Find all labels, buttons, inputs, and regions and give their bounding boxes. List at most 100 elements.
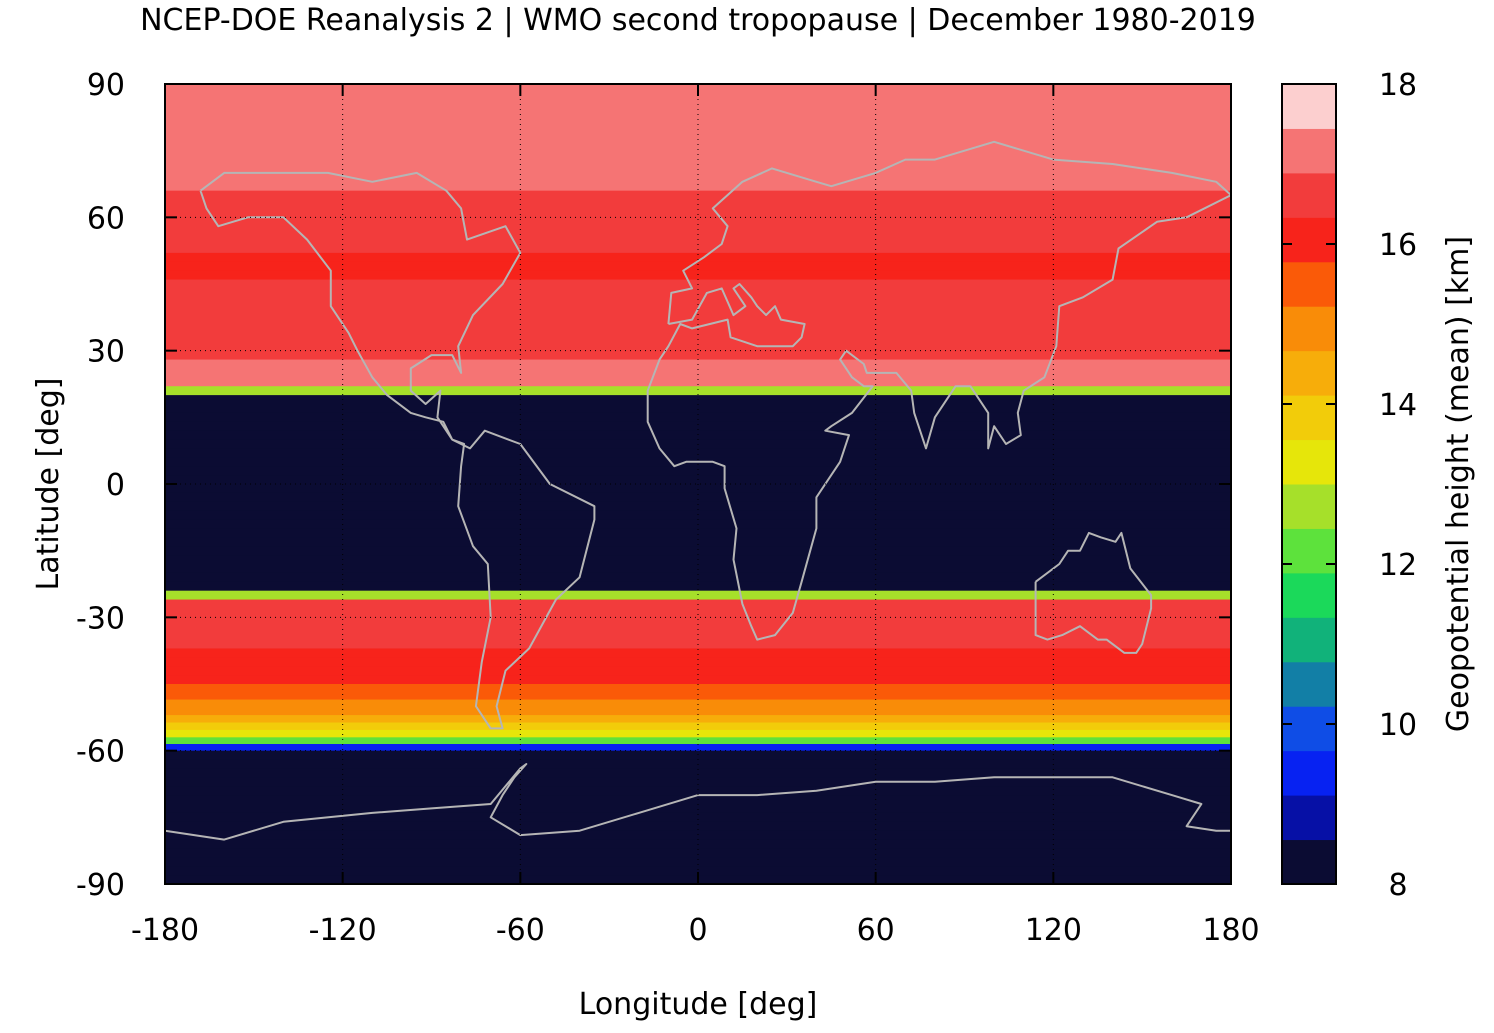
coastline <box>646 140 1232 641</box>
heatmap-cell <box>165 812 1231 823</box>
heatmap-cell <box>165 110 1231 121</box>
heatmap-cell <box>165 699 1231 708</box>
y-tick-label: -90 <box>76 868 125 903</box>
heatmap-cell <box>165 691 1231 701</box>
heatmap-cell <box>165 599 1231 609</box>
heatmap-cell <box>165 164 1231 174</box>
heatmap-cell <box>165 804 1231 814</box>
colorbar-swatch <box>1282 350 1336 396</box>
colorbar-swatch <box>1282 484 1336 529</box>
colorbar-swatch <box>1282 795 1336 841</box>
heatmap-cell <box>165 252 1231 263</box>
heatmap-cell <box>165 181 1231 192</box>
heatmap-cell <box>165 412 1231 423</box>
colorbar-swatch <box>1282 306 1336 352</box>
heatmap-cell <box>165 777 1231 787</box>
heatmap-cell <box>165 288 1231 298</box>
heatmap-cell <box>165 607 1231 617</box>
y-axis-label: Latitude [deg] <box>31 378 66 591</box>
heatmap-cell <box>165 631 1231 641</box>
heatmap-cell <box>165 722 1231 731</box>
heatmap-cell <box>165 848 1231 858</box>
heatmap-cell <box>165 729 1231 738</box>
colorbar-swatch <box>1282 839 1336 885</box>
colorbar-frame <box>1281 83 1337 885</box>
y-tick-label: 60 <box>87 201 125 236</box>
heatmap-cell <box>165 750 1231 761</box>
heatmap-cell <box>165 737 1231 745</box>
x-tick-label: 180 <box>1202 913 1259 948</box>
heatmap-cell <box>165 572 1231 583</box>
heatmap-cell <box>165 208 1231 218</box>
colorbar-swatch <box>1282 528 1336 574</box>
x-axis-ticks: -180 -120 -60 0 60 120 180 <box>131 84 1260 948</box>
heatmap-cell <box>165 564 1231 574</box>
chart-title: NCEP-DOE Reanalysis 2 | WMO second tropo… <box>140 3 1256 38</box>
x-axis-label: Longitude [deg] <box>579 987 818 1022</box>
colorbar-tick-label: 16 <box>1379 228 1417 263</box>
colorbar-swatch <box>1282 84 1336 129</box>
heatmap-cell <box>165 324 1231 334</box>
colorbar-tick-label: 8 <box>1388 868 1407 903</box>
y-tick-label: 30 <box>87 335 125 370</box>
colorbar-swatch <box>1282 439 1336 485</box>
heatmap-cell <box>165 217 1231 227</box>
colorbar-tick-label: 18 <box>1379 68 1417 103</box>
colorbar-swatch <box>1282 572 1336 618</box>
colorbar-tick-label: 10 <box>1379 708 1417 743</box>
coastline <box>1034 531 1153 654</box>
colorbar-swatch <box>1282 217 1336 263</box>
colorbar-swatch <box>1282 261 1336 307</box>
heatmap-cell <box>165 244 1231 254</box>
heatmap-cell <box>165 821 1231 832</box>
heatmap-cell <box>165 510 1231 521</box>
heatmap-cell <box>165 537 1231 547</box>
heatmap-cell <box>165 368 1231 378</box>
heatmap-cell <box>165 684 1231 693</box>
heatmap-cell <box>165 528 1231 538</box>
map-overlay <box>164 140 1232 841</box>
x-tick-label: 0 <box>688 913 707 948</box>
y-tick-label: -60 <box>76 735 125 770</box>
coastline <box>164 763 1231 841</box>
y-axis-ticks: -90 -60 -30 0 30 60 90 <box>76 68 1231 903</box>
heatmap-cell <box>165 581 1231 592</box>
heatmap-cell <box>165 341 1231 352</box>
y-tick-label: 0 <box>106 468 125 503</box>
heatmap-cell <box>165 421 1231 432</box>
y-tick-label: -30 <box>76 601 125 636</box>
heatmap-cell <box>165 768 1231 778</box>
heatmap-cell <box>165 657 1231 667</box>
x-tick-label: -180 <box>131 913 199 948</box>
colorbar-swatch <box>1282 750 1336 796</box>
colorbar-tick-label: 12 <box>1379 548 1417 583</box>
x-tick-label: 120 <box>1025 913 1082 948</box>
heatmap-cell <box>165 744 1231 752</box>
heatmap-cell <box>165 648 1231 658</box>
heatmap-cell <box>165 484 1231 494</box>
heatmap-cell <box>165 226 1231 236</box>
heatmap-cell <box>165 297 1231 307</box>
heatmap-cell <box>165 350 1231 361</box>
heatmap-cell <box>165 190 1231 201</box>
colorbar-swatch <box>1282 128 1336 174</box>
heatmap-cell <box>165 128 1231 138</box>
heatmap-cell <box>165 386 1231 396</box>
heatmap-cell <box>165 666 1231 676</box>
heatmap-cell <box>165 786 1231 796</box>
heatmap-cell <box>165 448 1231 458</box>
colorbar-swatch <box>1282 617 1336 663</box>
heatmap-cell <box>165 430 1231 441</box>
x-tick-label: -60 <box>496 913 545 948</box>
heatmap-cell <box>165 172 1231 183</box>
heatmap-cell <box>165 270 1231 281</box>
heatmap-cell <box>165 377 1231 387</box>
heatmap-cell <box>165 332 1231 343</box>
heatmap-cell <box>165 857 1231 867</box>
colorbar-swatch <box>1282 172 1336 218</box>
heatmap-cell <box>165 137 1231 147</box>
colorbar <box>1282 84 1336 885</box>
heatmap-cell <box>165 546 1231 556</box>
heatmap-cell <box>165 261 1231 272</box>
heatmap-cell <box>165 623 1231 633</box>
